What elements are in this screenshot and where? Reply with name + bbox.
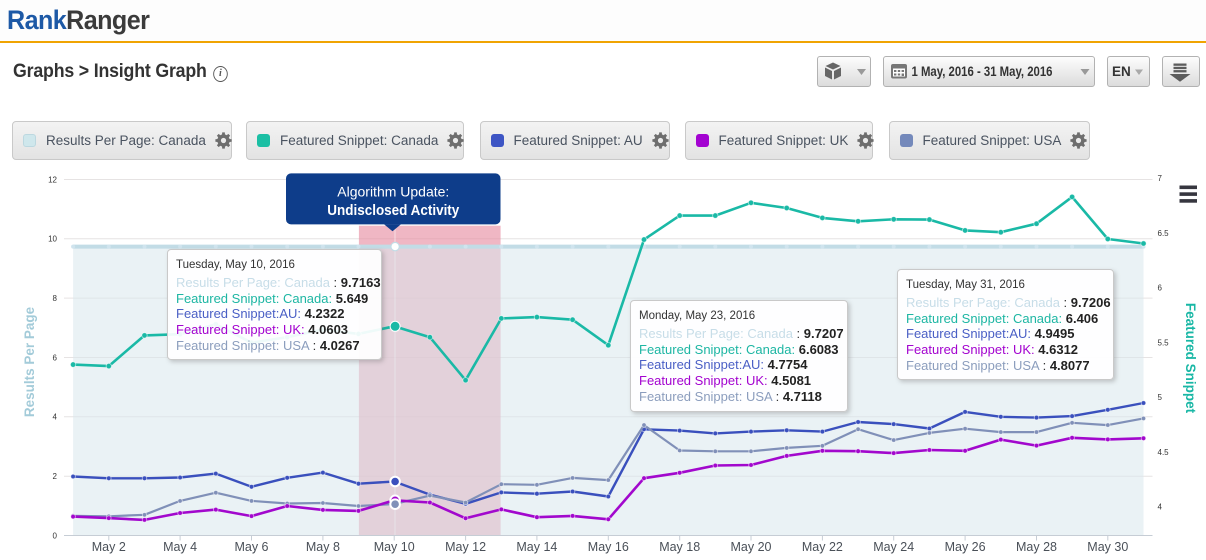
svg-text:5.5: 5.5 <box>1158 338 1170 347</box>
svg-text:12: 12 <box>48 175 57 184</box>
svg-text:7: 7 <box>1158 174 1163 183</box>
svg-text:Undisclosed Activity: Undisclosed Activity <box>327 203 459 219</box>
svg-text:EN: EN <box>1112 64 1131 79</box>
svg-text:May 14: May 14 <box>516 540 557 554</box>
svg-text:4: 4 <box>53 413 58 422</box>
svg-text:2: 2 <box>53 472 58 481</box>
svg-text:May 2: May 2 <box>92 540 126 554</box>
svg-text:6.5: 6.5 <box>1158 229 1170 238</box>
svg-text:May 28: May 28 <box>1016 540 1057 554</box>
svg-text:Featured Snippet: Featured Snippet <box>1183 303 1198 414</box>
svg-text:May 18: May 18 <box>659 540 700 554</box>
svg-text:10: 10 <box>48 235 57 244</box>
svg-text:4.5: 4.5 <box>1158 448 1170 457</box>
svg-text:8: 8 <box>53 294 58 303</box>
svg-text:May 20: May 20 <box>731 540 772 554</box>
svg-text:May 6: May 6 <box>234 540 268 554</box>
svg-text:1 May, 2016 - 31 May, 2016: 1 May, 2016 - 31 May, 2016 <box>912 64 1053 79</box>
svg-text:May 30: May 30 <box>1087 540 1128 554</box>
svg-text:Algorithm Update:: Algorithm Update: <box>337 184 449 200</box>
svg-text:Results Per Page: Results Per Page <box>22 306 37 417</box>
svg-text:6: 6 <box>53 353 58 362</box>
svg-text:May 16: May 16 <box>588 540 629 554</box>
svg-text:5: 5 <box>1158 393 1163 402</box>
svg-text:May 12: May 12 <box>445 540 486 554</box>
svg-text:May 22: May 22 <box>802 540 843 554</box>
svg-text:May 8: May 8 <box>306 540 340 554</box>
svg-text:4: 4 <box>1158 503 1163 512</box>
svg-text:6: 6 <box>1158 284 1163 293</box>
svg-text:May 4: May 4 <box>163 540 197 554</box>
svg-text:May 26: May 26 <box>945 540 986 554</box>
svg-text:0: 0 <box>53 531 58 540</box>
svg-text:May 24: May 24 <box>873 540 914 554</box>
svg-text:May 10: May 10 <box>374 540 415 554</box>
